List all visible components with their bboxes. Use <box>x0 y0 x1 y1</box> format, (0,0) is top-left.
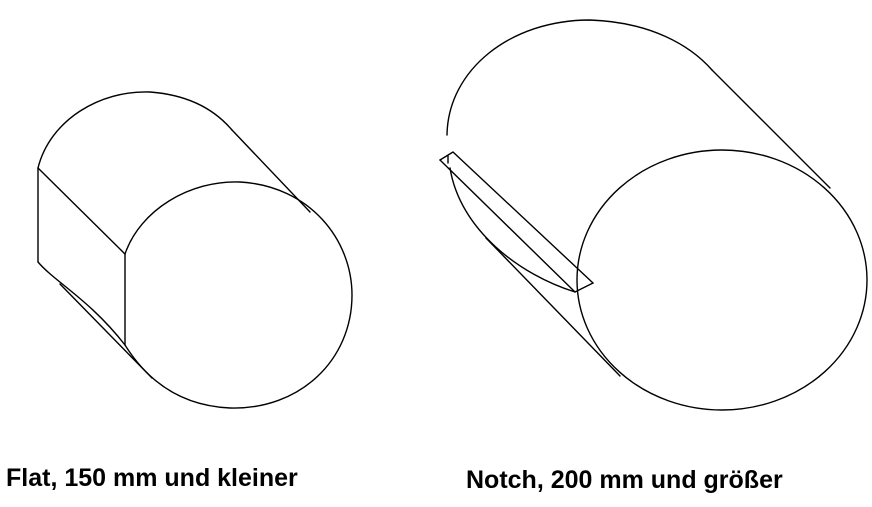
notch-groove-top <box>439 151 594 284</box>
flat-face-top-edge <box>37 167 126 255</box>
notch-bottom-tangent <box>485 237 621 377</box>
flat-front-face <box>124 181 353 409</box>
notch-cylinder <box>439 19 868 411</box>
notch-groove-bottom <box>439 159 594 293</box>
flat-caption: Flat, 150 mm und kleiner <box>6 464 298 492</box>
notch-caption: Notch, 200 mm und größer <box>466 466 783 494</box>
notch-lower-back-edge <box>449 167 576 293</box>
flat-lower-back-edge <box>37 261 126 346</box>
notch-front-face <box>576 149 868 411</box>
notch-back-edge <box>446 19 713 136</box>
flat-back-edge <box>37 91 233 169</box>
notch-top-tangent <box>711 69 831 189</box>
flat-cylinder <box>37 91 353 409</box>
